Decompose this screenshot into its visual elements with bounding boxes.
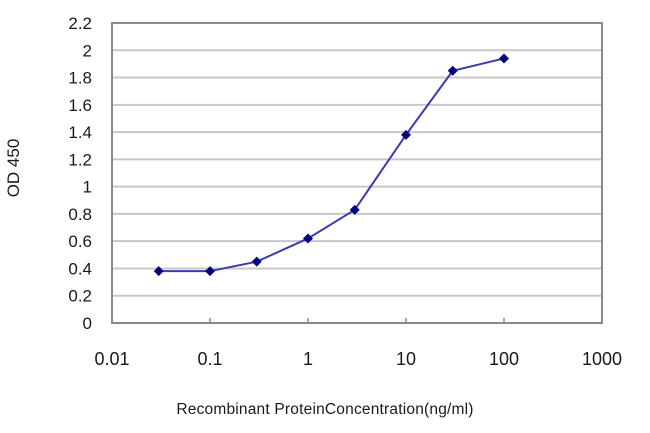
data-point-marker [349, 204, 360, 215]
y-tick-label: 1.2 [68, 150, 92, 169]
y-tick-label: 1.8 [68, 69, 92, 88]
x-tick-label: 100 [489, 349, 519, 369]
data-point-marker [153, 266, 164, 277]
data-point-marker [401, 129, 411, 140]
y-tick-label: 1.6 [68, 96, 92, 115]
y-tick-label: 2 [83, 41, 92, 60]
x-tick-label: 0.01 [94, 349, 129, 369]
x-axis-ticks [111, 318, 603, 323]
data-point-marker [447, 65, 458, 76]
x-tick-label: 10 [396, 349, 416, 369]
series-line [158, 57, 505, 273]
x-axis-tick-labels: 0.01 0.1 1 10 100 1000 [94, 349, 622, 369]
x-tick-label: 1 [303, 349, 313, 369]
x-axis-title: Recombinant ProteinConcentration(ng/ml) [176, 401, 474, 418]
y-tick-label: 2.2 [68, 14, 92, 33]
y-axis-tick-labels: 0 0.2 0.4 0.6 0.8 1 1.2 1.4 1.6 1.8 2 2.2 [68, 14, 92, 333]
data-point-marker [303, 233, 313, 244]
y-tick-label: 0.4 [68, 259, 92, 278]
y-tick-label: 1 [83, 178, 92, 197]
plot-area-frame [111, 22, 603, 324]
x-tick-label: 0.1 [197, 349, 222, 369]
y-tick-label: 0 [83, 314, 92, 333]
y-tick-label: 0.6 [68, 232, 92, 251]
gridlines [112, 22, 602, 297]
data-point-marker [251, 256, 262, 267]
x-tick-label: 1000 [582, 349, 622, 369]
data-point-marker [205, 266, 215, 277]
y-tick-label: 0.8 [68, 205, 92, 224]
data-point-marker [499, 53, 509, 64]
y-tick-label: 0.2 [68, 287, 92, 306]
data-series [153, 53, 509, 277]
y-tick-label: 1.4 [68, 123, 92, 142]
y-axis-title: OD 450 [4, 138, 23, 198]
